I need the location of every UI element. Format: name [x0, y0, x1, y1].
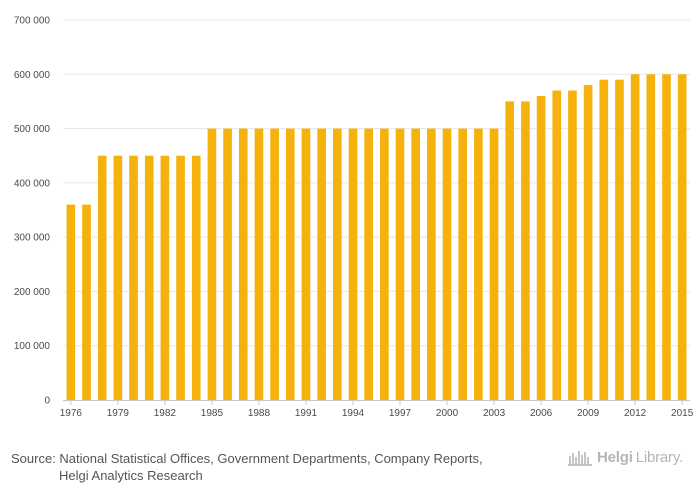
y-axis: 0 100 000 200 000 300 000 400 000 500 000 600 … — [14, 16, 51, 407]
city-skyline-icon — [568, 451, 592, 466]
bar-2015 — [677, 74, 687, 401]
x-tick-label: 1985 — [201, 408, 224, 419]
y-tick-label: 700 000 — [14, 16, 51, 27]
bar-2005 — [521, 101, 530, 400]
bar-1989 — [270, 128, 279, 401]
bar-2000 — [442, 128, 452, 401]
bar-1980 — [129, 155, 138, 400]
bar-2004 — [505, 101, 515, 400]
helgi-library-logo: Helgi Library. — [568, 448, 683, 466]
bar-1991 — [301, 128, 311, 401]
bar-1994 — [348, 128, 358, 401]
bar-1983 — [176, 155, 185, 400]
bar-1993 — [333, 128, 342, 401]
x-tick-label: 1979 — [107, 408, 130, 419]
bar-1987 — [238, 128, 248, 401]
bar-2010 — [599, 79, 609, 400]
brand-name-bold: Helgi — [597, 448, 633, 466]
bars — [66, 74, 687, 401]
bar-2003 — [489, 128, 499, 401]
bar-2007 — [552, 90, 562, 401]
bar-2012 — [630, 74, 640, 401]
bar-1995 — [364, 128, 373, 401]
y-tick-label: 0 — [44, 396, 50, 407]
bar-2009 — [583, 85, 593, 401]
bar-1992 — [317, 128, 326, 401]
x-tick-label: 1997 — [389, 408, 412, 419]
bar-1978 — [97, 155, 107, 400]
bar-1985 — [207, 128, 217, 401]
x-tick-label: 2003 — [483, 408, 506, 419]
brand-name-light: Library. — [635, 448, 684, 466]
y-tick-label: 100 000 — [14, 341, 51, 352]
source-note: Source: National Statistical Offices, Go… — [11, 450, 551, 484]
bar-2014 — [662, 74, 671, 401]
x-tick-label: 1994 — [342, 408, 365, 419]
source-line-2: Helgi Analytics Research — [59, 468, 203, 483]
bar-2008 — [568, 90, 577, 401]
bar-1990 — [285, 128, 295, 401]
y-tick-label: 500 000 — [14, 124, 51, 135]
y-tick-label: 400 000 — [14, 178, 51, 189]
bar-2001 — [458, 128, 468, 401]
bar-2013 — [646, 74, 656, 401]
bar-1997 — [395, 128, 405, 401]
source-line-1: Source: National Statistical Offices, Go… — [11, 451, 483, 466]
x-axis: 1976 1979 1982 1985 1988 1991 1994 1997 2000 2003… — [60, 400, 694, 419]
bar-1988 — [254, 128, 264, 401]
bar-1982 — [160, 155, 170, 400]
bar-1999 — [427, 128, 436, 401]
bar-1996 — [380, 128, 389, 401]
bar-1979 — [113, 155, 123, 400]
bar-2002 — [474, 128, 483, 401]
x-tick-label: 2006 — [530, 408, 553, 419]
bar-1986 — [223, 128, 232, 401]
bar-1998 — [411, 128, 420, 401]
gridlines — [63, 19, 690, 347]
bar-2006 — [536, 96, 546, 400]
x-tick-label: 2015 — [671, 408, 694, 419]
y-tick-label: 600 000 — [14, 70, 51, 81]
y-tick-label: 300 000 — [14, 233, 51, 244]
x-tick-label: 2000 — [436, 408, 459, 419]
x-tick-label: 1988 — [248, 408, 271, 419]
bar-2011 — [615, 79, 624, 400]
bar-1981 — [144, 155, 154, 400]
x-tick-label: 1982 — [154, 408, 177, 419]
x-tick-label: 1991 — [295, 408, 318, 419]
bar-chart: 0 100 000 200 000 300 000 400 000 500 000 600 … — [14, 16, 694, 420]
x-tick-label: 1976 — [60, 408, 83, 419]
y-tick-label: 200 000 — [14, 287, 51, 298]
bar-1976 — [66, 204, 76, 400]
x-tick-label: 2012 — [624, 408, 647, 419]
bar-1984 — [191, 155, 201, 400]
x-tick-label: 2009 — [577, 408, 600, 419]
bar-1977 — [82, 204, 91, 400]
